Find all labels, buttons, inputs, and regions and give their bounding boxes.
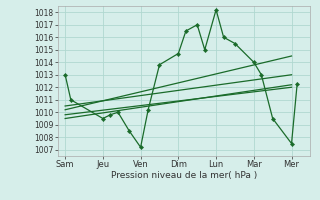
X-axis label: Pression niveau de la mer( hPa ): Pression niveau de la mer( hPa )	[111, 171, 257, 180]
